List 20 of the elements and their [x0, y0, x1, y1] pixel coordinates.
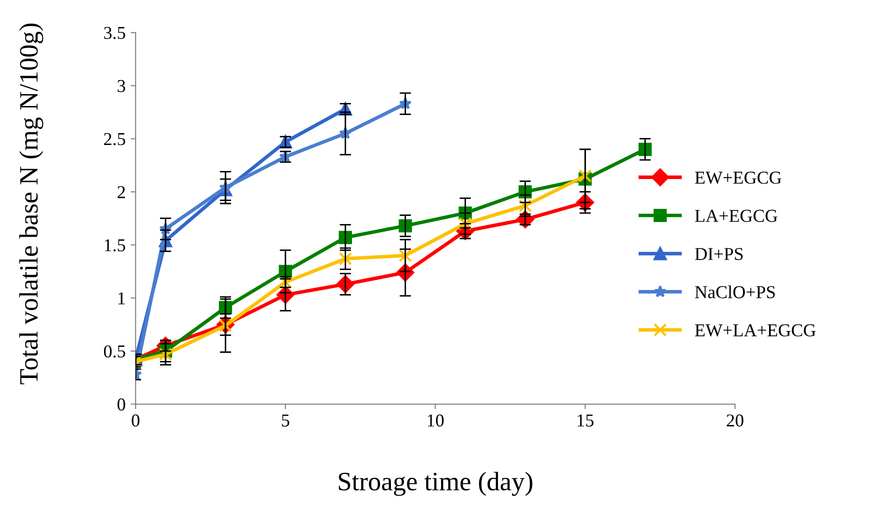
y-axis-title: Total volatile base N (mg N/100g): [19, 24, 44, 384]
legend-label: EW+LA+EGCG: [695, 324, 816, 336]
legend-label: EW+EGCG: [695, 172, 782, 184]
y-tick-label: 3: [118, 80, 126, 92]
x-tick-label: 0: [132, 414, 140, 427]
y-tick-label: 0: [118, 398, 126, 411]
x-axis-title: Stroage time (day): [338, 472, 532, 496]
y-tick-label: 1.5: [104, 239, 126, 252]
y-tick-label: 2: [118, 186, 125, 198]
legend-label: NaClO+PS: [695, 286, 775, 298]
legend-label: LA+EGCG: [695, 210, 778, 222]
y-tick-label: 0.5: [104, 345, 126, 358]
y-tick-label: 3.5: [104, 26, 126, 40]
legend-label: DI+PS: [695, 248, 743, 260]
x-tick-label: 15: [578, 414, 594, 427]
x-tick-label: 20: [726, 414, 744, 427]
x-tick-label: 5: [282, 414, 290, 427]
x-tick-label: 10: [428, 414, 444, 427]
y-tick-label: 2.5: [104, 133, 126, 146]
y-tick-label: 1: [118, 292, 125, 304]
